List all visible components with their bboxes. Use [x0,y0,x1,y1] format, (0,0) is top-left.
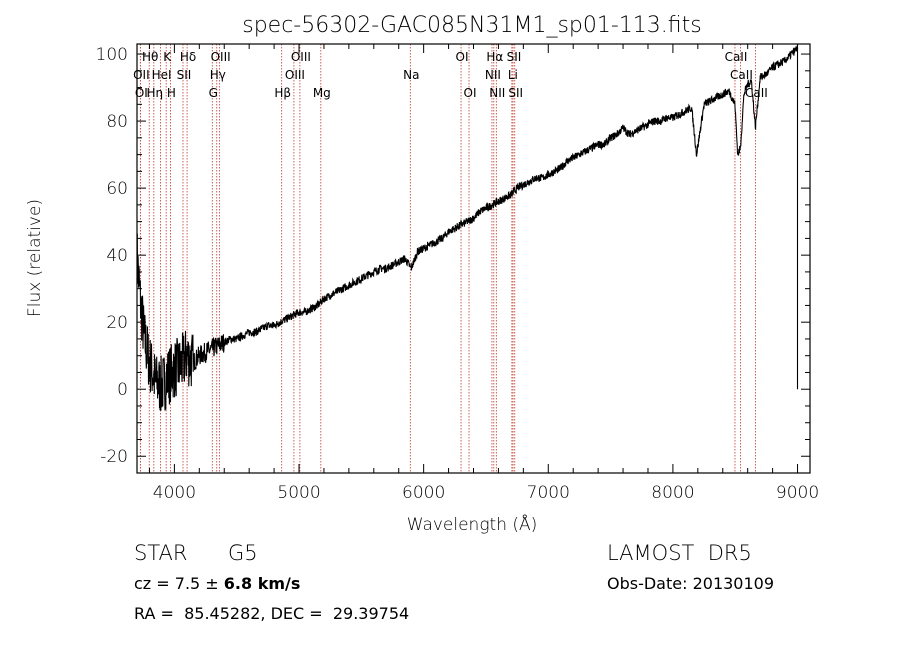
y-tick-label: 80 [106,112,128,132]
redshift-line: cz = 7.5 ± 6.8 km/s [134,574,300,593]
line-label: K [163,50,172,64]
line-label: Hα [486,50,503,64]
object-class: STAR [134,541,188,565]
line-label: NII [485,68,501,82]
x-tick-label: 5000 [277,483,320,503]
y-axis: -20 0 20 40 60 80 100 [96,45,810,467]
spectrum-series [136,43,799,411]
obs-date: Obs-Date: 20130109 [607,574,775,593]
y-tick-label: 0 [117,380,128,400]
line-label: OI [464,86,477,100]
line-label: CaII [730,68,753,82]
line-label: Hθ [142,50,158,64]
y-tick-label: 100 [96,45,128,65]
y-axis-label: Flux (relative) [25,199,45,317]
line-label: SII [507,50,522,64]
cz-prefix: cz = 7.5 ± [134,574,224,593]
line-label: G [209,86,218,100]
x-tick-label: 8000 [651,483,694,503]
line-label: CaII [725,50,748,64]
line-label: OIII [291,50,311,64]
line-label: OIII [285,68,305,82]
y-tick-label: -20 [100,447,128,467]
line-label: HeI [152,68,172,82]
line-label: Mg [313,86,331,100]
cz-error: 6.8 [223,574,253,593]
x-tick-label: 9000 [776,483,819,503]
plot-frame [136,43,811,474]
cz-unit: km/s [252,574,301,593]
y-tick-label: 40 [106,246,128,266]
line-markers [139,44,756,473]
chart-title: spec-56302-GAC085N31M1_sp01-113.fits [242,13,702,38]
y-tick-label: 60 [106,179,128,199]
line-label: CaII [745,86,768,100]
x-tick-label: 7000 [527,483,570,503]
x-axis: 4000 5000 6000 7000 8000 9000 [148,44,819,503]
line-label: SII [177,68,192,82]
line-label: Hδ [180,50,196,64]
line-label: Hγ [210,68,226,82]
x-tick-label: 4000 [153,483,196,503]
x-tick-label: 6000 [402,483,445,503]
line-label: SII [508,86,523,100]
line-label: H [167,86,176,100]
line-label: NII [489,86,505,100]
x-axis-label: Wavelength (Å) [407,513,538,535]
line-label: Hβ [274,86,291,100]
survey-label: LAMOST DR5 [607,541,752,565]
line-labels: Hθ K Hδ OIII OIII OI Hα SII CaII OII HeI SII Hγ OIII N… [133,50,768,100]
line-label: OII [133,68,150,82]
line-label: OI [135,86,148,100]
line-label: OIII [211,50,231,64]
y-tick-label: 20 [106,313,128,333]
coordinates: RA = 85.45282, DEC = 29.39754 [134,604,410,623]
line-label: OI [456,50,469,64]
object-subclass: G5 [228,541,258,565]
line-label: Hη [147,86,164,100]
line-label: Na [403,68,419,82]
spectrum-chart: spec-56302-GAC085N31M1_sp01-113.fits Hθ K… [25,13,819,535]
line-label: Li [508,68,518,82]
